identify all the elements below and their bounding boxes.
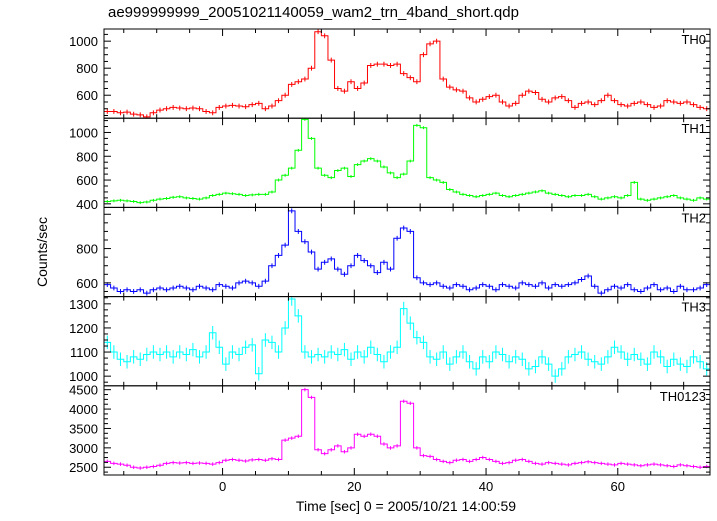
y-tick-label: 3000 bbox=[69, 441, 98, 456]
y-tick-label: 4500 bbox=[69, 383, 98, 398]
series-th0 bbox=[104, 29, 710, 119]
chart-title: ae999999999_20051021140059_wam2_trn_4ban… bbox=[108, 4, 519, 21]
y-tick-label: 3500 bbox=[69, 421, 98, 436]
y-tick-label: 1000 bbox=[69, 125, 98, 140]
x-tick-label: 0 bbox=[219, 479, 226, 494]
series-line-th0 bbox=[104, 31, 710, 118]
panel-label: TH0 bbox=[681, 32, 706, 47]
y-tick-label: 800 bbox=[76, 242, 98, 257]
panel-label: TH1 bbox=[681, 121, 706, 136]
y-tick-label: 1100 bbox=[70, 345, 98, 360]
y-tick-label: 800 bbox=[76, 149, 98, 164]
panel-th0123: 2500 3000 3500 4000 4500 TH0123 bbox=[69, 383, 711, 476]
y-tick-label: 1200 bbox=[69, 321, 98, 336]
y-tick-label: 400 bbox=[76, 197, 98, 212]
panel-frame bbox=[103, 385, 711, 476]
x-axis-label: Time [sec] 0 = 2005/10/21 14:00:59 bbox=[296, 498, 516, 514]
x-tick-label: 60 bbox=[611, 479, 625, 494]
panel-th2: 600 800 TH2 bbox=[76, 206, 711, 298]
panel-label: TH3 bbox=[681, 300, 706, 315]
series-th2 bbox=[104, 208, 710, 296]
x-tick-label: 20 bbox=[347, 479, 361, 494]
y-tick-label: 600 bbox=[76, 276, 98, 291]
panel-th0: 600 800 1000 TH0 bbox=[69, 28, 711, 119]
series-th1 bbox=[104, 118, 710, 205]
y-axis-label: Counts/sec bbox=[34, 217, 50, 287]
panel-th3: 1000 1100 1200 1300 TH3 bbox=[69, 296, 711, 387]
series-th0123 bbox=[104, 387, 710, 470]
series-line-th2 bbox=[104, 210, 710, 294]
panel-label: TH2 bbox=[681, 210, 706, 225]
series-line-th1 bbox=[104, 118, 710, 204]
panel-th1: 400 600 800 1000 TH1 bbox=[69, 117, 711, 212]
panel-label: TH0123 bbox=[660, 389, 706, 404]
series-line-th3 bbox=[104, 298, 710, 377]
y-tick-label: 1000 bbox=[69, 369, 98, 384]
y-tick-label: 800 bbox=[76, 61, 98, 76]
y-tick-label: 1300 bbox=[69, 297, 98, 312]
y-tick-label: 4000 bbox=[69, 402, 98, 417]
y-tick-label: 1000 bbox=[69, 34, 98, 49]
series-th3 bbox=[104, 296, 710, 383]
y-tick-label: 600 bbox=[76, 88, 98, 103]
x-tick-label: 40 bbox=[479, 479, 493, 494]
y-tick-label: 600 bbox=[76, 173, 98, 188]
y-tick-label: 2500 bbox=[69, 460, 98, 475]
panel-frame bbox=[103, 206, 711, 298]
